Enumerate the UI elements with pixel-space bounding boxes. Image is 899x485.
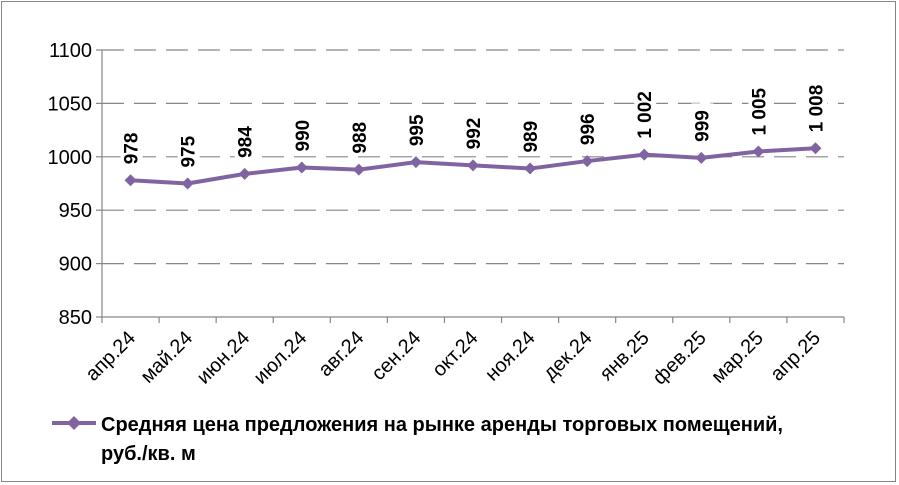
- data-point-marker: [295, 161, 308, 174]
- data-point-marker: [695, 151, 708, 164]
- data-label-background: [577, 106, 600, 146]
- data-label: 992: [464, 118, 485, 150]
- data-label-group: 992: [463, 110, 485, 150]
- data-label-group: 996: [577, 106, 600, 146]
- data-label-group: 975: [177, 129, 200, 168]
- data-label: 988: [350, 122, 371, 154]
- data-label: 999: [692, 110, 713, 142]
- y-tick-label-1050: 1050: [48, 93, 93, 115]
- data-point-marker: [809, 142, 822, 155]
- data-point-marker: [352, 163, 365, 176]
- data-label-background: [463, 110, 485, 150]
- data-label-group: 990: [291, 112, 314, 152]
- y-axis-tick-labels: 850 900 950 1000 1050 1100: [48, 40, 93, 329]
- data-label-background: [748, 73, 771, 136]
- x-tick-label: апр.25: [766, 327, 825, 386]
- data-label-group: 1 008: [805, 70, 828, 133]
- data-label-group: 1 005: [748, 73, 771, 136]
- data-label-background: [805, 70, 828, 133]
- data-label: 996: [578, 113, 599, 145]
- data-label-group: 984: [234, 119, 257, 158]
- data-point-marker: [467, 159, 479, 172]
- x-tick-label: апр.24: [81, 327, 140, 386]
- legend: Средняя цена предложения на рынке аренды…: [52, 414, 783, 465]
- y-tick-label-950: 950: [59, 200, 92, 222]
- series-markers: [124, 142, 822, 190]
- x-tick-label: ноя.24: [481, 327, 540, 386]
- data-labels: 978 975 984 990 988 995 992 989 996 1 002 999 1 005…: [120, 70, 828, 168]
- legend-marker-swatch: [67, 416, 81, 430]
- data-label-group: 995: [405, 107, 428, 147]
- data-label: 1 008: [806, 85, 827, 133]
- data-label: 989: [521, 121, 542, 153]
- legend-label-line-1: Средняя цена предложения на рынке аренды…: [101, 414, 783, 436]
- x-tick-label: июл.24: [250, 327, 312, 389]
- data-label: 1 005: [749, 87, 770, 135]
- data-point-marker: [181, 177, 194, 190]
- data-label-group: 1 002: [634, 77, 657, 139]
- x-tick-label: июн.24: [193, 327, 255, 389]
- y-tick-label-1100: 1100: [49, 40, 92, 62]
- data-point-marker: [638, 148, 651, 161]
- data-label-background: [405, 107, 428, 147]
- gridlines: [102, 49, 844, 265]
- data-label-group: 978: [120, 125, 143, 165]
- data-point-marker: [524, 162, 537, 175]
- x-tick-label: сен.24: [367, 327, 425, 385]
- data-label-background: [120, 125, 143, 165]
- x-tick-label: янв.25: [596, 327, 654, 385]
- x-tick-label: май.24: [136, 327, 197, 388]
- data-point-marker: [581, 155, 594, 168]
- data-label: 978: [122, 133, 143, 165]
- data-point-marker: [752, 145, 765, 158]
- data-point-marker: [238, 167, 251, 180]
- data-label-background: [348, 115, 371, 154]
- data-label-background: [234, 119, 257, 158]
- y-tick-label-900: 900: [59, 254, 92, 276]
- data-point-marker: [124, 174, 137, 187]
- data-label: 990: [293, 120, 314, 152]
- data-label-background: [177, 129, 200, 168]
- data-label-group: 989: [520, 114, 543, 153]
- data-label-background: [634, 77, 657, 139]
- data-label-group: 999: [691, 103, 714, 142]
- data-label-background: [291, 112, 314, 152]
- data-label: 975: [179, 135, 200, 167]
- data-label-background: [691, 103, 714, 142]
- legend-label-line-2: руб./кв. м: [101, 443, 196, 465]
- data-label: 984: [236, 126, 257, 158]
- x-tick-label: мар.25: [707, 327, 768, 388]
- x-tick-label: дек.24: [539, 327, 597, 385]
- data-label: 995: [407, 114, 428, 146]
- axes: [96, 49, 845, 323]
- x-tick-label: окт.24: [428, 327, 482, 381]
- y-tick-label-850: 850: [59, 307, 92, 329]
- x-tick-label: фев.25: [649, 327, 711, 389]
- y-tick-label-1000: 1000: [48, 147, 93, 169]
- data-label-background: [520, 114, 543, 153]
- data-label: 1 002: [635, 91, 656, 139]
- x-tick-label: авг.24: [314, 327, 368, 381]
- data-label-group: 988: [348, 115, 371, 154]
- data-point-marker: [409, 156, 422, 169]
